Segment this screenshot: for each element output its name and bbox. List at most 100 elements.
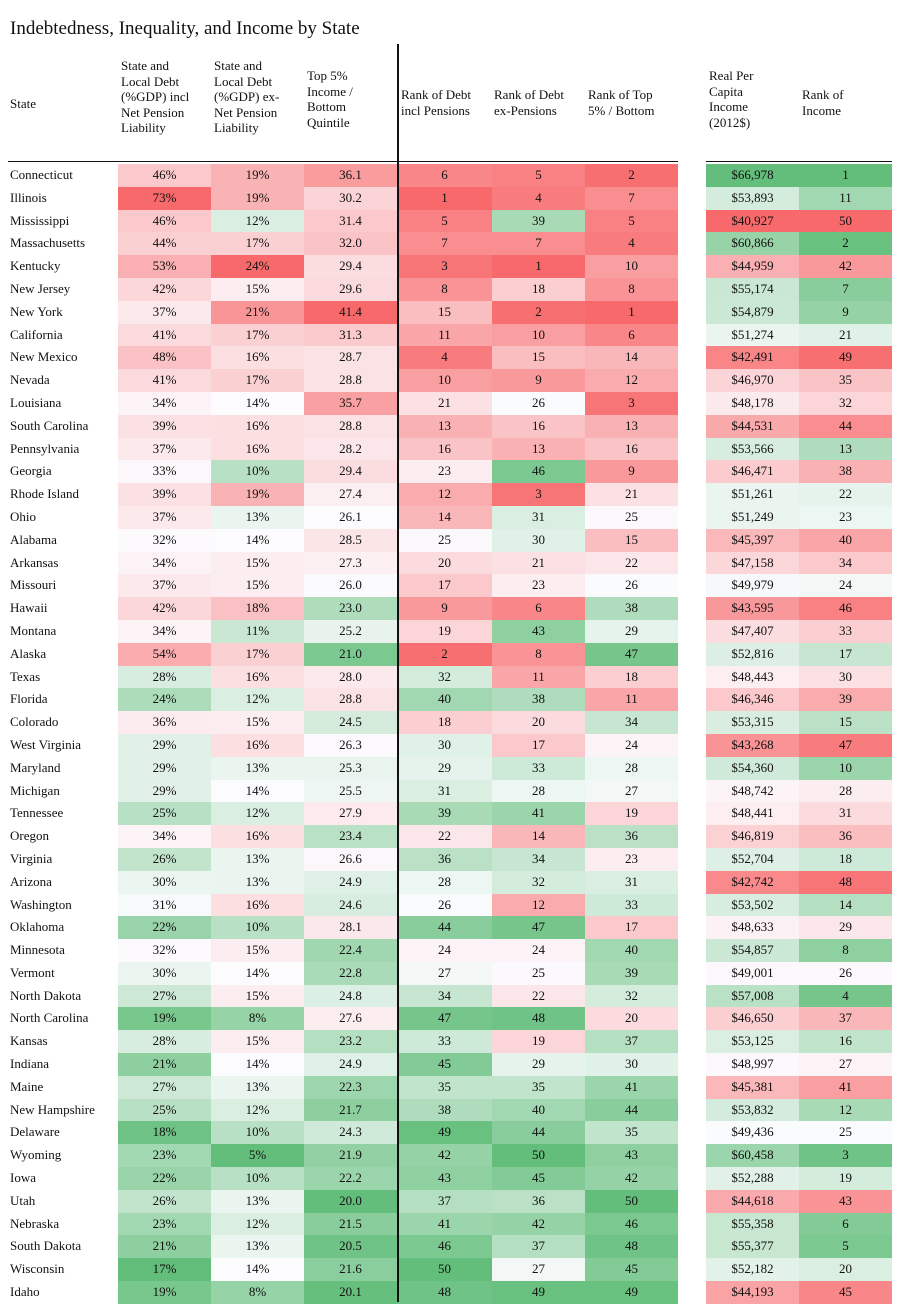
table-row: North Dakota 27% 15% 24.8 34 22 32 $57,008 4 <box>0 984 906 1008</box>
cell-debt-incl: 39% <box>118 483 211 506</box>
cell-debt-incl: 26% <box>118 1189 211 1213</box>
cell-top5-ratio: 22.2 <box>304 1167 397 1190</box>
cell-top5-ratio: 25.2 <box>304 619 397 643</box>
cell-rank-income: 42 <box>799 255 892 278</box>
table-row: South Dakota 21% 13% 20.5 46 37 48 $55,377 5 <box>0 1235 906 1259</box>
cell-rank-income: 40 <box>799 528 892 552</box>
cell-rank-top5: 48 <box>585 1235 678 1259</box>
cell-debt-incl: 44% <box>118 232 211 256</box>
table-row: Iowa 22% 10% 22.2 43 45 42 $52,288 19 <box>0 1167 906 1190</box>
cell-debt-incl: 34% <box>118 619 211 643</box>
cell-debt-ex: 19% <box>211 186 304 210</box>
cell-rank-debt-ex: 13 <box>492 437 585 461</box>
cell-rank-debt-incl: 16 <box>397 437 492 461</box>
cell-income: $47,158 <box>706 551 799 575</box>
cell-income: $43,595 <box>706 597 799 620</box>
table-row: Colorado 36% 15% 24.5 18 20 34 $53,315 15 <box>0 711 906 734</box>
cell-top5-ratio: 21.0 <box>304 642 397 666</box>
cell-income: $49,979 <box>706 574 799 598</box>
cell-top5-ratio: 21.9 <box>304 1144 397 1168</box>
cell-top5-ratio: 25.5 <box>304 779 397 803</box>
cell-income: $52,288 <box>706 1167 799 1190</box>
cell-debt-ex: 10% <box>211 916 304 940</box>
cell-rank-debt-incl: 25 <box>397 528 492 552</box>
table-row: Hawaii 42% 18% 23.0 9 6 38 $43,595 46 <box>0 597 906 620</box>
cell-rank-top5: 45 <box>585 1258 678 1282</box>
header-state: State <box>10 96 36 111</box>
cell-income: $44,531 <box>706 414 799 438</box>
cell-income: $46,346 <box>706 688 799 712</box>
table-row: Texas 28% 16% 28.0 32 11 18 $48,443 30 <box>0 665 906 689</box>
cell-income: $46,819 <box>706 825 799 848</box>
cell-income: $53,893 <box>706 186 799 210</box>
cell-rank-debt-ex: 17 <box>492 733 585 757</box>
cell-rank-top5: 10 <box>585 255 678 278</box>
cell-debt-ex: 15% <box>211 939 304 962</box>
cell-income: $53,125 <box>706 1030 799 1054</box>
cell-income: $49,436 <box>706 1121 799 1145</box>
cell-income: $49,001 <box>706 961 799 985</box>
cell-rank-income: 45 <box>799 1281 892 1304</box>
cell-debt-ex: 16% <box>211 893 304 917</box>
cell-state: North Carolina <box>10 1010 89 1026</box>
cell-rank-debt-incl: 24 <box>397 939 492 962</box>
cell-income: $55,358 <box>706 1212 799 1236</box>
cell-top5-ratio: 24.9 <box>304 1053 397 1076</box>
table-row: California 41% 17% 31.3 11 10 6 $51,274 21 <box>0 323 906 347</box>
cell-rank-income: 5 <box>799 1235 892 1259</box>
cell-debt-incl: 31% <box>118 893 211 917</box>
table-body: Connecticut 46% 19% 36.1 6 5 2 $66,978 1 Illinois… <box>0 164 906 1304</box>
cell-income: $48,443 <box>706 665 799 689</box>
cell-top5-ratio: 28.0 <box>304 665 397 689</box>
cell-rank-debt-ex: 5 <box>492 164 585 187</box>
cell-rank-top5: 38 <box>585 597 678 620</box>
cell-rank-income: 25 <box>799 1121 892 1145</box>
cell-debt-incl: 32% <box>118 939 211 962</box>
header-top5-ratio: Top 5% Income / Bottom Quintile <box>307 68 353 130</box>
cell-rank-debt-ex: 29 <box>492 1053 585 1076</box>
table-row: New Hampshire 25% 12% 21.7 38 40 44 $53,832 12 <box>0 1098 906 1122</box>
cell-rank-debt-incl: 42 <box>397 1144 492 1168</box>
cell-top5-ratio: 41.4 <box>304 300 397 324</box>
cell-state: Montana <box>10 622 57 638</box>
cell-rank-debt-incl: 39 <box>397 802 492 826</box>
cell-state: Kansas <box>10 1033 48 1049</box>
cell-rank-debt-ex: 10 <box>492 323 585 347</box>
cell-income: $52,816 <box>706 642 799 666</box>
cell-debt-incl: 18% <box>118 1121 211 1145</box>
cell-state: Louisiana <box>10 394 62 410</box>
cell-rank-income: 21 <box>799 323 892 347</box>
cell-rank-top5: 26 <box>585 574 678 598</box>
cell-debt-incl: 37% <box>118 574 211 598</box>
cell-income: $42,742 <box>706 870 799 894</box>
cell-rank-top5: 9 <box>585 460 678 484</box>
cell-state: Georgia <box>10 463 52 479</box>
cell-income: $55,174 <box>706 277 799 301</box>
cell-rank-debt-ex: 37 <box>492 1235 585 1259</box>
cell-state: Wisconsin <box>10 1261 65 1277</box>
cell-top5-ratio: 20.5 <box>304 1235 397 1259</box>
cell-rank-income: 44 <box>799 414 892 438</box>
cell-rank-debt-ex: 27 <box>492 1258 585 1282</box>
cell-rank-debt-ex: 12 <box>492 893 585 917</box>
cell-rank-top5: 44 <box>585 1098 678 1122</box>
cell-debt-ex: 24% <box>211 255 304 278</box>
cell-rank-income: 7 <box>799 277 892 301</box>
cell-rank-top5: 49 <box>585 1281 678 1304</box>
cell-rank-debt-incl: 48 <box>397 1281 492 1304</box>
cell-state: New York <box>10 303 63 319</box>
cell-rank-income: 41 <box>799 1075 892 1099</box>
cell-rank-top5: 29 <box>585 619 678 643</box>
cell-state: Arizona <box>10 873 52 889</box>
cell-debt-ex: 12% <box>211 802 304 826</box>
cell-debt-ex: 14% <box>211 961 304 985</box>
table-row: Oregon 34% 16% 23.4 22 14 36 $46,819 36 <box>0 825 906 848</box>
table-row: Louisiana 34% 14% 35.7 21 26 3 $48,178 32 <box>0 391 906 415</box>
cell-state: Mississippi <box>10 212 70 228</box>
cell-debt-incl: 36% <box>118 711 211 734</box>
cell-debt-ex: 17% <box>211 642 304 666</box>
cell-debt-incl: 21% <box>118 1235 211 1259</box>
cell-debt-incl: 23% <box>118 1144 211 1168</box>
cell-rank-debt-ex: 18 <box>492 277 585 301</box>
cell-debt-incl: 21% <box>118 1053 211 1076</box>
